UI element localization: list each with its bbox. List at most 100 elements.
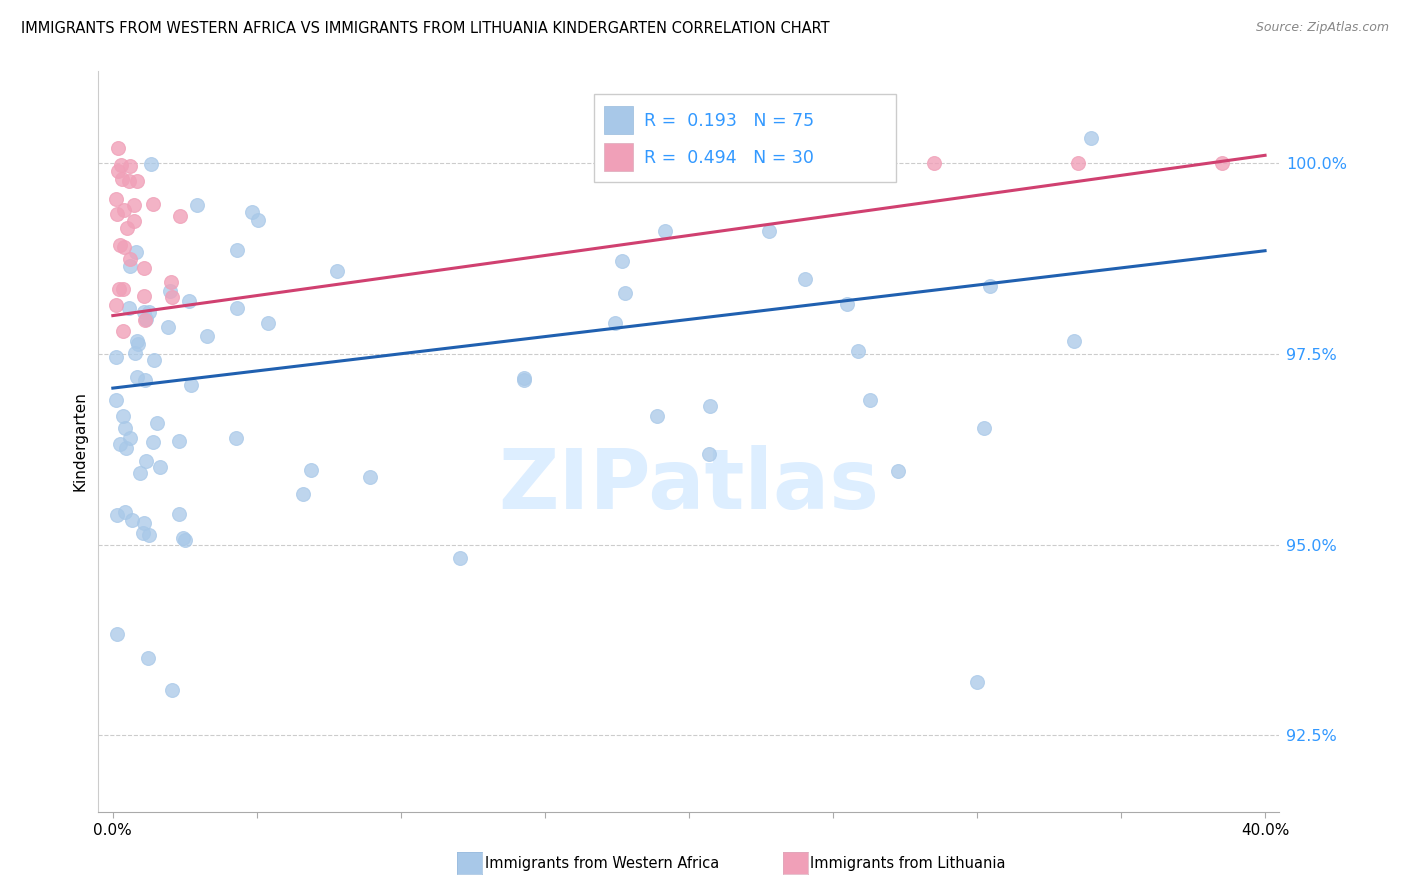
Point (291, 487, 314, 501)
Text: Source: ZipAtlas.com: Source: ZipAtlas.com (1256, 21, 1389, 34)
Point (112, 409, 135, 423)
Point (107, 141, 129, 155)
Point (111, 324, 134, 338)
Point (157, 320, 180, 334)
Point (110, 237, 132, 252)
Point (118, 252, 141, 266)
Point (105, 207, 128, 221)
Point (108, 282, 131, 296)
Point (966, 675, 988, 690)
Point (167, 434, 190, 448)
Point (195, 329, 218, 343)
Point (513, 373, 536, 387)
Point (107, 164, 129, 178)
Point (127, 337, 149, 351)
Point (169, 209, 191, 223)
Text: R =  0.494   N = 30: R = 0.494 N = 30 (644, 149, 814, 167)
Point (159, 284, 181, 298)
Point (143, 353, 166, 368)
Point (121, 513, 143, 527)
Point (359, 470, 381, 484)
Point (149, 460, 172, 475)
FancyBboxPatch shape (595, 94, 896, 183)
Point (922, 156, 945, 170)
Point (129, 467, 152, 481)
Point (135, 453, 157, 467)
Point (132, 516, 155, 531)
Point (115, 441, 138, 455)
Point (110, 172, 132, 186)
Point (122, 214, 145, 228)
Point (105, 508, 128, 523)
Point (1063, 334, 1085, 348)
Point (247, 213, 270, 227)
Point (112, 240, 135, 254)
Point (118, 174, 141, 188)
Point (115, 220, 138, 235)
Point (114, 421, 136, 435)
Text: Immigrants from Western Africa: Immigrants from Western Africa (485, 856, 720, 871)
Point (859, 392, 882, 407)
Point (120, 259, 142, 273)
Point (610, 254, 633, 268)
Point (257, 316, 280, 330)
Point (112, 282, 135, 296)
Point (180, 378, 202, 392)
Point (512, 371, 534, 385)
Point (697, 447, 720, 461)
Point (299, 463, 322, 477)
Point (120, 159, 142, 173)
Point (125, 370, 148, 384)
Point (186, 197, 208, 211)
Text: R =  0.193   N = 75: R = 0.193 N = 75 (644, 112, 814, 130)
Point (177, 293, 200, 308)
Point (110, 158, 132, 172)
Point (240, 204, 263, 219)
Point (134, 373, 156, 387)
Point (142, 434, 165, 449)
Point (794, 271, 817, 285)
Point (105, 627, 128, 641)
Point (135, 312, 157, 326)
Point (699, 399, 721, 413)
Point (835, 297, 858, 311)
Point (449, 551, 471, 566)
Point (645, 409, 668, 423)
Point (614, 285, 637, 300)
Y-axis label: Kindergarten: Kindergarten (72, 392, 87, 491)
Text: ZIPatlas: ZIPatlas (499, 445, 879, 526)
Point (122, 198, 145, 212)
Point (225, 431, 247, 445)
Point (172, 531, 194, 545)
Text: 0.0%: 0.0% (93, 823, 132, 838)
Point (848, 343, 870, 358)
Point (169, 507, 191, 521)
Text: Immigrants from Lithuania: Immigrants from Lithuania (810, 856, 1005, 871)
Point (1080, 130, 1102, 145)
Point (1211, 156, 1233, 170)
Point (146, 416, 169, 430)
Point (104, 192, 127, 206)
Point (138, 528, 160, 542)
Point (132, 289, 155, 303)
Point (138, 305, 160, 319)
Text: 40.0%: 40.0% (1241, 823, 1289, 838)
Point (325, 263, 347, 277)
Point (142, 196, 165, 211)
Point (979, 279, 1001, 293)
Point (134, 313, 156, 327)
Point (136, 650, 159, 665)
Point (104, 392, 127, 407)
Point (605, 317, 627, 331)
Point (160, 683, 183, 698)
Point (887, 464, 910, 478)
Point (973, 421, 995, 435)
Point (104, 298, 127, 312)
Point (134, 261, 156, 276)
Point (226, 301, 249, 315)
Point (110, 437, 132, 451)
Point (654, 224, 676, 238)
Point (125, 245, 148, 260)
Point (132, 525, 155, 540)
Point (1067, 156, 1090, 170)
